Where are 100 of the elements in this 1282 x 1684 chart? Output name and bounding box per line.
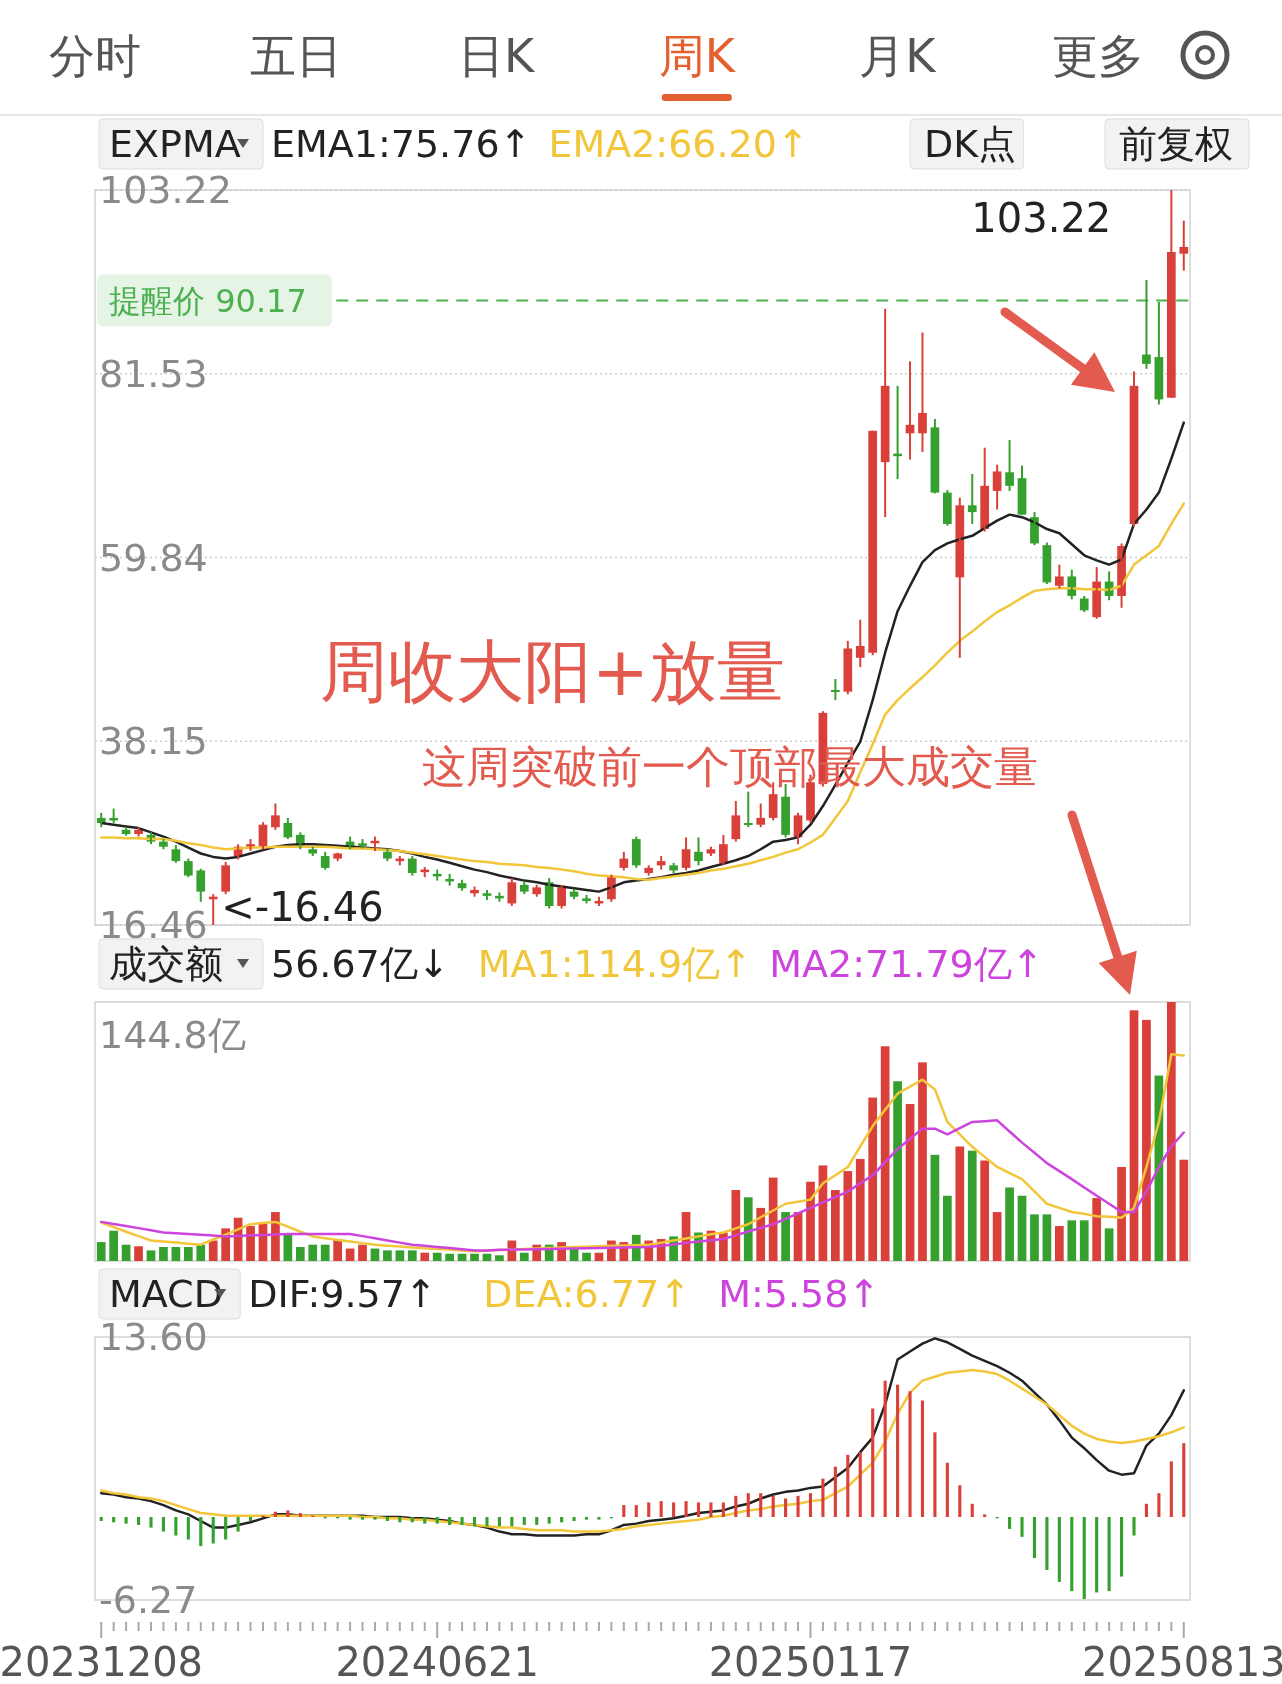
- bar: [448, 1517, 452, 1525]
- bar: [943, 1195, 952, 1261]
- bar: [1017, 1195, 1027, 1261]
- bar: [1045, 1517, 1049, 1570]
- text: 周K: [658, 29, 737, 83]
- bar: [171, 1247, 181, 1261]
- bar: [186, 1517, 190, 1540]
- bar: [572, 1517, 576, 1521]
- bar: [137, 1517, 141, 1525]
- bar: [308, 1244, 318, 1261]
- bar: [423, 1517, 427, 1524]
- bar: [868, 1097, 878, 1261]
- bar: [196, 1244, 206, 1261]
- bar: [124, 1517, 128, 1524]
- bar: [383, 1250, 392, 1261]
- bar: [746, 1493, 750, 1518]
- bar: [1067, 1220, 1077, 1261]
- bar: [806, 1181, 815, 1261]
- bar: [99, 1517, 103, 1521]
- bar: [1117, 1166, 1126, 1261]
- bar: [709, 1502, 713, 1518]
- bar: [1054, 1226, 1064, 1261]
- bar: [1030, 1214, 1039, 1261]
- bar: [684, 1501, 688, 1518]
- bar: [597, 1517, 601, 1520]
- bar: [535, 1517, 539, 1525]
- bar: [497, 1517, 501, 1527]
- bar: [159, 1247, 168, 1261]
- bar: [1179, 1159, 1189, 1261]
- bar: [373, 1517, 377, 1520]
- bar: [407, 1250, 417, 1261]
- bar: [731, 1190, 741, 1261]
- bar: [883, 1380, 887, 1518]
- x-tick-label: 20250117: [708, 1639, 913, 1684]
- text: 分时: [49, 29, 141, 83]
- bar: [360, 1517, 365, 1520]
- bar: [199, 1517, 203, 1547]
- bar: [893, 1081, 902, 1261]
- bar: [246, 1226, 255, 1261]
- bar: [395, 1250, 405, 1261]
- bar: [410, 1517, 414, 1523]
- bar: [109, 1230, 119, 1261]
- bar: [896, 1384, 900, 1518]
- bar: [622, 1505, 626, 1518]
- bar: [1095, 1517, 1099, 1593]
- bar: [1079, 1220, 1089, 1261]
- text: EMA2:66.20↑: [548, 122, 809, 166]
- bar: [495, 1255, 504, 1261]
- bar: [634, 1505, 638, 1518]
- bar: [918, 1062, 927, 1261]
- bar: [980, 1160, 990, 1261]
- bar: [560, 1517, 564, 1523]
- bar: [358, 1244, 367, 1261]
- annotation: 144.8亿: [99, 1013, 246, 1057]
- bar: [743, 1197, 753, 1261]
- text: 五日: [249, 29, 342, 83]
- bar: [858, 1452, 862, 1518]
- bar: [470, 1253, 479, 1261]
- text: 月K: [859, 29, 938, 83]
- bar: [1107, 1517, 1111, 1592]
- bar: [808, 1493, 813, 1518]
- bar: [236, 1517, 240, 1532]
- y-tick-label: 38.15: [99, 719, 208, 764]
- text: 更多: [1052, 29, 1144, 83]
- text: 56.67亿↓: [271, 942, 450, 986]
- bar: [672, 1502, 676, 1518]
- bar: [821, 1478, 825, 1518]
- bar: [1120, 1517, 1124, 1577]
- bar: [1082, 1517, 1086, 1600]
- bar: [721, 1502, 725, 1518]
- bar: [930, 1154, 940, 1261]
- bar: [647, 1502, 651, 1518]
- bar: [134, 1246, 143, 1261]
- bar: [320, 1244, 330, 1261]
- bar: [833, 1466, 837, 1518]
- candlestick: [358, 838, 367, 850]
- bar: [1008, 1517, 1012, 1529]
- bar: [183, 1247, 193, 1261]
- bar: [121, 1244, 131, 1261]
- bar: [174, 1517, 178, 1536]
- text: M:5.58↑: [718, 1272, 881, 1316]
- bar: [970, 1503, 974, 1518]
- bar: [385, 1517, 389, 1521]
- bar: [1144, 1503, 1148, 1518]
- bar: [208, 1240, 218, 1261]
- bar: [582, 1252, 591, 1261]
- bar: [784, 1498, 788, 1518]
- bar: [584, 1517, 589, 1520]
- y-tick-label: 81.53: [99, 351, 208, 396]
- bar: [432, 1252, 442, 1261]
- chart-title: MACD: [109, 1272, 223, 1316]
- bar: [485, 1517, 489, 1527]
- x-tick-label: 20250813: [1081, 1639, 1282, 1684]
- bar: [734, 1495, 738, 1518]
- bar: [248, 1517, 253, 1521]
- bar: [759, 1493, 763, 1518]
- bar: [522, 1517, 526, 1525]
- bar: [1042, 1214, 1052, 1261]
- bar: [1020, 1517, 1024, 1537]
- bar: [1157, 1493, 1161, 1518]
